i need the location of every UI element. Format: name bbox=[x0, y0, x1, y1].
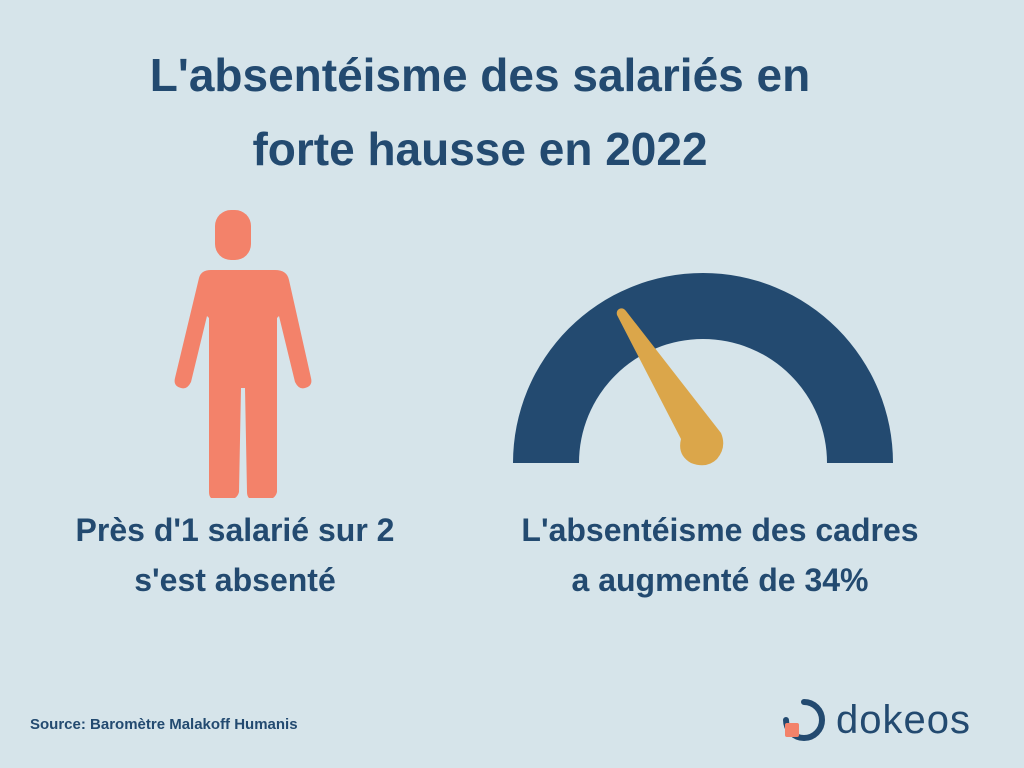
title-line-2: forte hausse en 2022 bbox=[252, 123, 708, 175]
source-note: Source: Baromètre Malakoff Humanis bbox=[30, 716, 298, 733]
stat-left-line-2: s'est absenté bbox=[134, 562, 336, 598]
stat-right-caption: L'absentéisme des cadres a augmenté de 3… bbox=[470, 505, 970, 605]
logo-text: dokeos bbox=[836, 697, 971, 742]
page-title: L'absentéisme des salariés en forte haus… bbox=[0, 38, 960, 186]
title-line-1: L'absentéisme des salariés en bbox=[149, 49, 811, 101]
gauge-icon bbox=[513, 273, 893, 466]
stat-left-line-1: Près d'1 salarié sur 2 bbox=[75, 512, 395, 548]
stat-left-caption: Près d'1 salarié sur 2 s'est absenté bbox=[20, 505, 450, 605]
person-icon bbox=[174, 210, 312, 498]
stat-right-line-2: a augmenté de 34% bbox=[571, 562, 869, 598]
stat-right-line-1: L'absentéisme des cadres bbox=[521, 512, 919, 548]
dokeos-logo-icon bbox=[783, 699, 825, 741]
dokeos-logo: dokeos bbox=[782, 696, 971, 744]
